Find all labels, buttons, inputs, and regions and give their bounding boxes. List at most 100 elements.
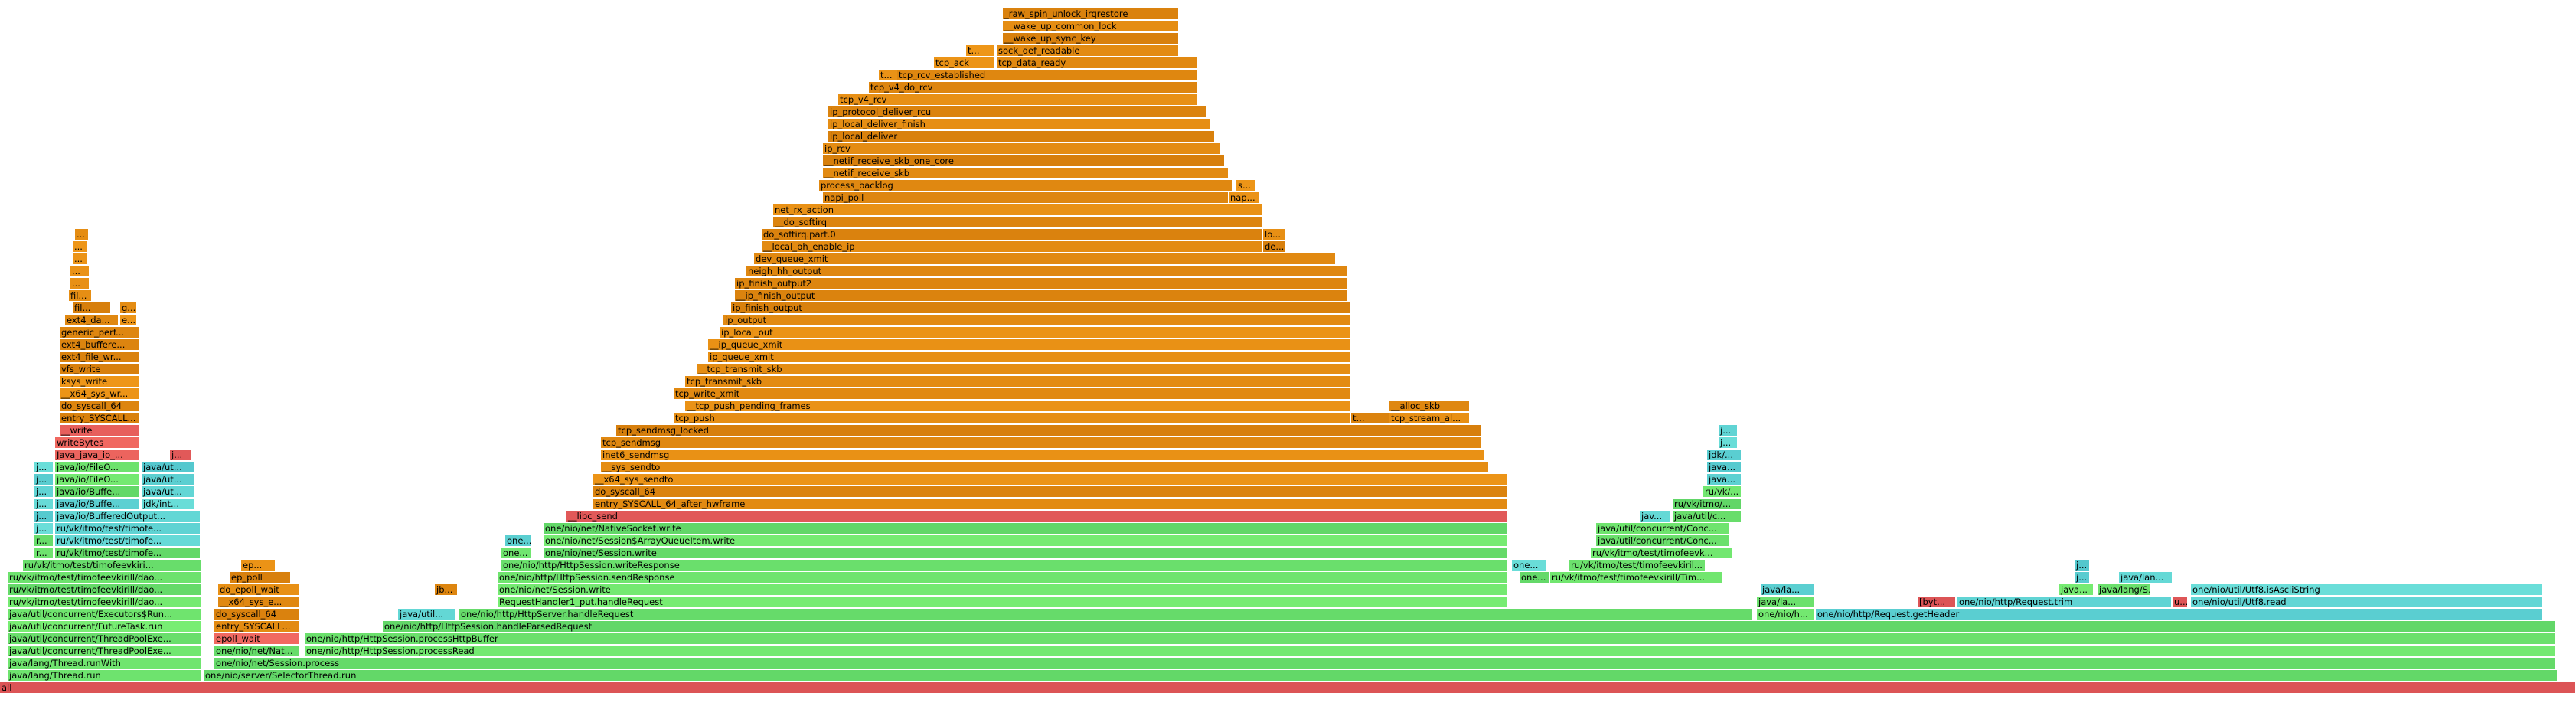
flame-frame[interactable]: one... <box>505 535 532 546</box>
flame-frame[interactable]: neigh_hh_output <box>746 266 1347 276</box>
flame-frame[interactable]: one/nio/http/HttpSession.processRead <box>305 646 2555 656</box>
flame-frame[interactable]: do_syscall_64 <box>214 609 300 620</box>
flame-frame[interactable]: one/nio/util/Utf8.read <box>2191 597 2543 607</box>
flame-frame[interactable]: ip_finish_output <box>731 302 1351 313</box>
flame-frame[interactable]: ... <box>75 229 89 240</box>
flame-frame[interactable]: __alloc_skb <box>1389 401 1470 411</box>
flame-frame[interactable]: one/nio/http/HttpSession.handleParsedReq… <box>383 621 2555 632</box>
flame-frame[interactable]: j... <box>34 474 54 485</box>
flame-frame[interactable]: _raw_spin_unlock_irqrestore <box>1003 8 1179 19</box>
flame-frame[interactable]: one/nio/net/Session$ArrayQueueItem.write <box>544 535 1508 546</box>
flame-frame[interactable]: tcp_data_ready <box>997 57 1198 68</box>
flame-frame[interactable]: j... <box>1719 425 1738 436</box>
flame-frame[interactable]: ext4_da... <box>65 315 119 325</box>
flame-frame[interactable]: tcp_v4_do_rcv <box>869 82 1198 93</box>
flame-frame[interactable]: vfs_write <box>60 364 139 374</box>
flame-frame[interactable]: one/nio/http/Request.getHeader <box>1816 609 2543 620</box>
flame-frame[interactable]: net_rx_action <box>773 204 1263 215</box>
flame-frame[interactable]: __x64_sys_sendto <box>593 474 1508 485</box>
flame-frame[interactable]: java/la... <box>1757 597 1814 607</box>
flame-frame[interactable]: j... <box>2075 572 2090 583</box>
flame-frame[interactable]: ext4_buffere... <box>60 339 139 350</box>
flame-frame[interactable]: ksys_write <box>60 376 139 387</box>
flame-frame[interactable]: j... <box>34 462 54 472</box>
flame-frame[interactable]: ru/vk/itmo/... <box>1673 499 1742 509</box>
flame-frame[interactable]: napi_poll <box>823 192 1229 203</box>
flame-frame[interactable]: generic_perf... <box>60 327 139 338</box>
flame-frame[interactable]: java... <box>2059 584 2094 595</box>
flame-frame[interactable]: tcp_sendmsg <box>601 437 1481 448</box>
flame-frame[interactable]: do_epoll_wait <box>218 584 300 595</box>
flame-frame[interactable]: ext4_file_wr... <box>60 352 139 362</box>
flame-frame[interactable]: java/util/concurrent/Conc... <box>1596 523 1730 534</box>
flame-frame[interactable]: tcp_transmit_skb <box>685 376 1351 387</box>
flame-frame[interactable]: writeBytes <box>55 437 139 448</box>
flame-frame[interactable]: lo... <box>1263 229 1286 240</box>
flame-frame[interactable]: __wake_up_common_lock <box>1003 21 1179 31</box>
flame-frame[interactable]: one/nio/net/NativeSocket.write <box>544 523 1508 534</box>
flame-frame[interactable]: epoll_wait <box>214 633 300 644</box>
flame-frame[interactable]: ru/vk/itmo/test/timofeevkiri... <box>23 560 201 571</box>
flame-frame[interactable]: one... <box>1512 560 1546 571</box>
flame-frame[interactable]: __do_softirq <box>773 217 1263 227</box>
flame-frame[interactable]: java/lang/Thread.run <box>8 670 201 681</box>
flame-frame[interactable]: e... <box>120 315 137 325</box>
flame-frame[interactable]: ... <box>73 253 88 264</box>
flame-frame[interactable]: __tcp_push_pending_frames <box>685 401 1351 411</box>
flame-frame[interactable]: java/io/Buffe... <box>55 486 139 497</box>
flame-frame[interactable]: __netif_receive_skb_one_core <box>823 155 1225 166</box>
flame-frame[interactable]: java/ut... <box>142 486 195 497</box>
flame-frame[interactable]: ru/vk/itmo/test/timofeevkiril... <box>1569 560 1706 571</box>
flame-frame[interactable]: one... <box>501 548 532 558</box>
flame-frame[interactable]: java/lang/Thread.runWith <box>8 658 201 669</box>
flame-frame[interactable]: java/lan... <box>2119 572 2173 583</box>
flame-frame[interactable]: one/nio/net/Nat... <box>214 646 300 656</box>
flame-frame[interactable]: j... <box>170 450 191 460</box>
flame-frame[interactable]: __wake_up_sync_key <box>1003 33 1179 44</box>
flame-frame[interactable]: ip_finish_output2 <box>735 278 1347 289</box>
flame-frame[interactable]: ru/vk/itmo/test/timofe... <box>55 548 201 558</box>
flame-frame[interactable]: one/nio/http/HttpSession.sendResponse <box>498 572 1508 583</box>
flame-frame[interactable]: java/util... <box>398 609 455 620</box>
flame-frame[interactable]: process_backlog <box>819 180 1232 191</box>
flame-frame[interactable]: do_softirq.part.0 <box>762 229 1263 240</box>
flame-frame[interactable]: u... <box>2173 597 2188 607</box>
flame-frame[interactable]: one/nio/http/HttpSession.writeResponse <box>501 560 1508 571</box>
flame-frame[interactable]: java/util/concurrent/Conc... <box>1596 535 1730 546</box>
flame-frame[interactable]: j... <box>34 499 54 509</box>
flame-frame[interactable]: entry_SYSCALL... <box>214 621 300 632</box>
flame-frame[interactable]: tcp_ack <box>934 57 995 68</box>
flame-frame[interactable]: ... <box>70 266 90 276</box>
flame-frame[interactable]: r... <box>34 535 54 546</box>
flame-frame[interactable]: g... <box>120 302 137 313</box>
flame-frame[interactable]: ep_poll <box>230 572 291 583</box>
flame-frame[interactable]: fil... <box>69 290 92 301</box>
flame-frame[interactable]: __write <box>60 425 139 436</box>
flame-frame[interactable]: ... <box>73 241 88 252</box>
flame-frame[interactable]: one/nio/net/Session.process <box>214 658 2555 669</box>
flame-frame[interactable]: one/nio/h... <box>1757 609 1814 620</box>
flame-frame[interactable]: j... <box>34 511 54 522</box>
flame-frame[interactable]: java/lang/S... <box>2098 584 2151 595</box>
flame-frame[interactable]: one/nio/http/Request.trim <box>1957 597 2172 607</box>
flame-frame[interactable]: one/nio/net/Session.write <box>544 548 1508 558</box>
flame-frame[interactable]: tcp_stream_al... <box>1389 413 1470 423</box>
flame-frame[interactable]: __tcp_transmit_skb <box>697 364 1351 374</box>
flame-frame[interactable]: __local_bh_enable_ip <box>762 241 1263 252</box>
flame-frame[interactable]: java/util/concurrent/FutureTask.run <box>8 621 201 632</box>
flame-frame[interactable]: __sys_sendto <box>601 462 1489 472</box>
flame-frame[interactable]: ip_protocol_deliver_rcu <box>828 106 1207 117</box>
flame-frame[interactable]: ru/vk/itmo/test/timofeevk... <box>1591 548 1732 558</box>
flame-frame[interactable]: RequestHandler1_put.handleRequest <box>498 597 1508 607</box>
flame-frame[interactable]: jav... <box>1640 511 1670 522</box>
flame-frame[interactable]: entry_SYSCALL_64_after_hwframe <box>593 499 1508 509</box>
flame-frame[interactable]: ... <box>70 278 90 289</box>
flame-frame[interactable]: j... <box>2075 560 2090 571</box>
flame-frame[interactable]: tcp_rcv_established <box>897 70 1198 80</box>
flame-frame[interactable]: Java_java_io_... <box>55 450 139 460</box>
flame-frame[interactable]: nap... <box>1229 192 1259 203</box>
flame-frame[interactable]: java/la... <box>1761 584 1814 595</box>
flame-frame[interactable]: ru/vk/itmo/test/timofeevkirill/Tim... <box>1550 572 1722 583</box>
flame-frame[interactable]: java/io/FileO... <box>55 462 139 472</box>
flame-frame[interactable]: all <box>0 682 2576 693</box>
